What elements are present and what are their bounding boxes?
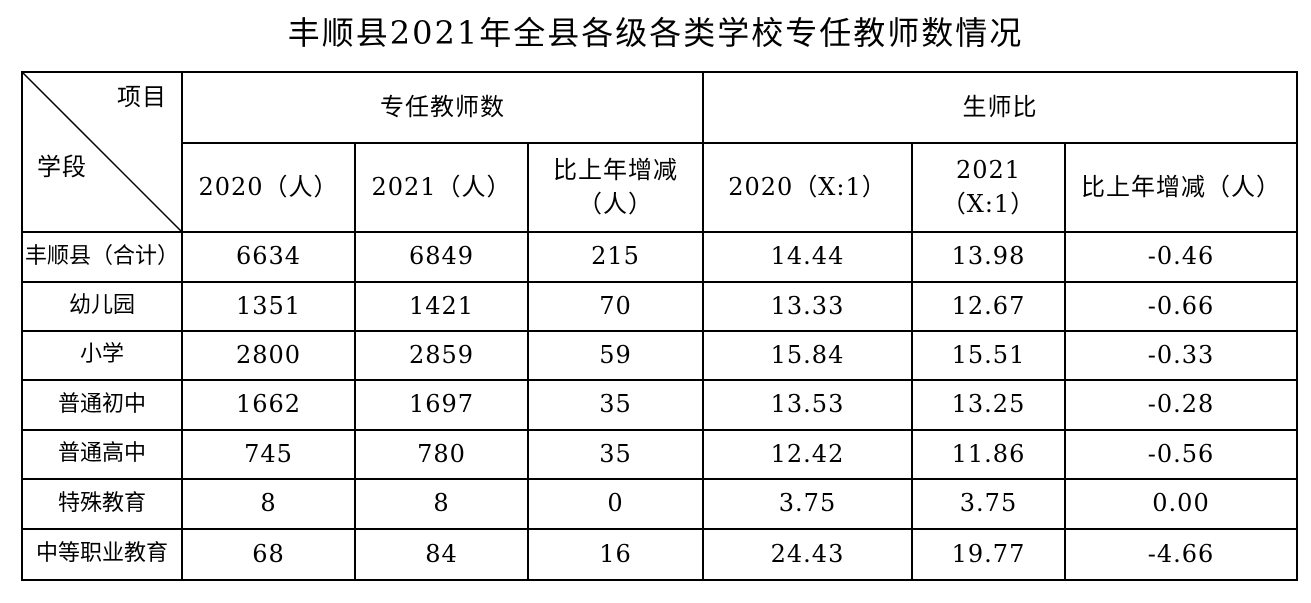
column-header: 比上年增减（人） [527, 142, 704, 233]
column-header: 2021（X:1） [911, 142, 1066, 233]
row-header: 丰顺县（合计） [21, 231, 183, 283]
data-cell: 11.86 [911, 429, 1066, 480]
data-cell: 6849 [354, 231, 529, 283]
data-cell: 24.43 [702, 528, 913, 581]
data-cell: 12.67 [911, 281, 1066, 332]
column-header: 2020（X:1） [702, 142, 913, 233]
data-cell: 13.53 [702, 379, 913, 431]
data-cell: 1351 [181, 281, 356, 332]
data-cell: -4.66 [1064, 528, 1298, 581]
data-cell: -0.28 [1064, 379, 1298, 431]
data-cell: 16 [527, 528, 704, 581]
row-header: 特殊教育 [21, 478, 183, 530]
row-header: 普通初中 [21, 379, 183, 431]
data-cell: 6634 [181, 231, 356, 283]
data-cell: 0.00 [1064, 478, 1298, 530]
data-cell: -0.66 [1064, 281, 1298, 332]
column-header: 2021（人） [354, 142, 529, 233]
data-cell: 8 [354, 478, 529, 530]
data-cell: -0.33 [1064, 330, 1298, 381]
group-header: 生师比 [702, 71, 1298, 144]
data-cell: 2859 [354, 330, 529, 381]
data-cell: 13.25 [911, 379, 1066, 431]
data-cell: 14.44 [702, 231, 913, 283]
data-cell: 215 [527, 231, 704, 283]
data-cell: 1662 [181, 379, 356, 431]
row-header: 小学 [21, 330, 183, 381]
data-cell: 35 [527, 429, 704, 480]
table-title: 丰顺县2021年全县各级各类学校专任教师数情况 [287, 14, 1024, 52]
data-cell: 70 [527, 281, 704, 332]
data-cell: 8 [181, 478, 356, 530]
data-cell: 12.42 [702, 429, 913, 480]
data-cell: 84 [354, 528, 529, 581]
data-cell: 19.77 [911, 528, 1066, 581]
data-cell: 13.33 [702, 281, 913, 332]
data-cell: 2800 [181, 330, 356, 381]
data-cell: 0 [527, 478, 704, 530]
row-header: 中等职业教育 [21, 528, 183, 581]
data-cell: 15.51 [911, 330, 1066, 381]
data-cell: -0.46 [1064, 231, 1298, 283]
row-header: 幼儿园 [21, 281, 183, 332]
data-cell: 68 [181, 528, 356, 581]
column-header: 比上年增减（人） [1064, 142, 1298, 233]
corner-label: 项目 [117, 83, 167, 111]
data-cell: 745 [181, 429, 356, 480]
data-cell: 1697 [354, 379, 529, 431]
corner-cell: 项目学段 [21, 71, 183, 233]
diagonal [23, 73, 183, 233]
group-header: 专任教师数 [181, 71, 704, 144]
data-cell: 13.98 [911, 231, 1066, 283]
data-cell: -0.56 [1064, 429, 1298, 480]
data-cell: 780 [354, 429, 529, 480]
data-cell: 3.75 [702, 478, 913, 530]
data-cell: 15.84 [702, 330, 913, 381]
data-cell: 1421 [354, 281, 529, 332]
row-header: 普通高中 [21, 429, 183, 480]
data-cell: 3.75 [911, 478, 1066, 530]
data-cell: 35 [527, 379, 704, 431]
data-cell: 59 [527, 330, 704, 381]
corner-label: 学段 [37, 153, 87, 181]
column-header: 2020（人） [181, 142, 356, 233]
